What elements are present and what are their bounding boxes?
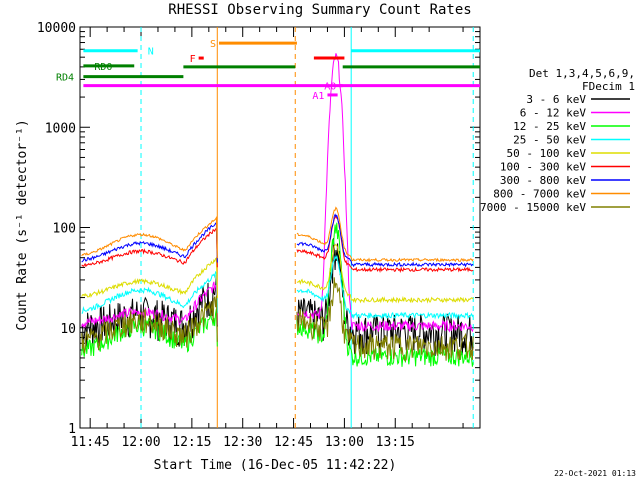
series-line — [81, 295, 218, 354]
legend-header: Det 1,3,4,5,6,9, — [529, 67, 635, 80]
x-tick-label: 12:30 — [223, 435, 262, 450]
legend-entry-label: 12 - 25 keV — [513, 120, 586, 133]
series-line — [81, 256, 218, 299]
series-line — [81, 222, 218, 263]
series-line — [296, 213, 474, 268]
series-line — [296, 214, 474, 273]
series-line — [296, 206, 474, 263]
x-tick-label: 11:45 — [71, 435, 110, 450]
data-layer — [81, 53, 474, 367]
y-tick-label: 10 — [60, 322, 76, 337]
legend-entry-label: 6 - 12 keV — [520, 107, 587, 120]
flag-label: A1 — [312, 91, 324, 102]
series-line — [81, 215, 218, 259]
series-line — [296, 277, 474, 362]
legend-entry-label: 800 - 7000 keV — [493, 188, 586, 201]
date-stamp: 22-Oct-2021 01:13 — [554, 469, 636, 478]
x-axis-label: Start Time (16-Dec-05 11:42:22) — [154, 458, 397, 473]
flag-label: RD4 — [56, 73, 74, 84]
axes-layer: 1 10 100 1000 10000 11:45 12:00 12:15 12:30 12:45… — [37, 21, 481, 450]
flag-label: S — [210, 39, 216, 50]
plot-frame — [79, 26, 481, 429]
legend-entry-label: 50 - 100 keV — [507, 147, 587, 160]
flag-label: A0 — [324, 82, 336, 93]
x-tick-label: 13:15 — [376, 435, 415, 450]
series-line — [296, 222, 474, 367]
series-line — [296, 53, 474, 333]
y-tick-label: 10000 — [37, 21, 76, 36]
y-tick-label: 1000 — [45, 121, 76, 136]
y-tick-label: 1 — [68, 422, 76, 437]
series-line — [81, 275, 218, 347]
series-line — [81, 227, 218, 268]
flag-label: N — [148, 47, 154, 58]
x-tick-label: 12:45 — [274, 435, 313, 450]
series-line — [81, 281, 218, 329]
x-tick-label: 13:00 — [325, 435, 364, 450]
x-tick-label: 12:15 — [172, 435, 211, 450]
series-line — [296, 254, 474, 320]
y-axis-label: Count Rate (s⁻¹ detector⁻¹) — [15, 119, 30, 330]
legend-entry-label: 25 - 50 keV — [513, 134, 586, 147]
x-tick-label: 12:00 — [121, 435, 160, 450]
series-line — [296, 243, 474, 304]
flag-label: F — [190, 54, 196, 65]
legend-entry-label: 3 - 6 keV — [526, 93, 586, 106]
flag-label: RD0 — [94, 62, 112, 73]
legend-entry-label: 300 - 800 keV — [500, 174, 586, 187]
legend-entry-label: 7000 - 15000 keV — [480, 201, 586, 214]
legend-entry-label: 100 - 300 keV — [500, 161, 586, 174]
legend-header: FDecim 1 — [582, 80, 635, 93]
y-tick-label: 100 — [53, 222, 76, 237]
series-line — [81, 270, 218, 314]
chart-title: RHESSI Observing Summary Count Rates — [168, 2, 471, 18]
